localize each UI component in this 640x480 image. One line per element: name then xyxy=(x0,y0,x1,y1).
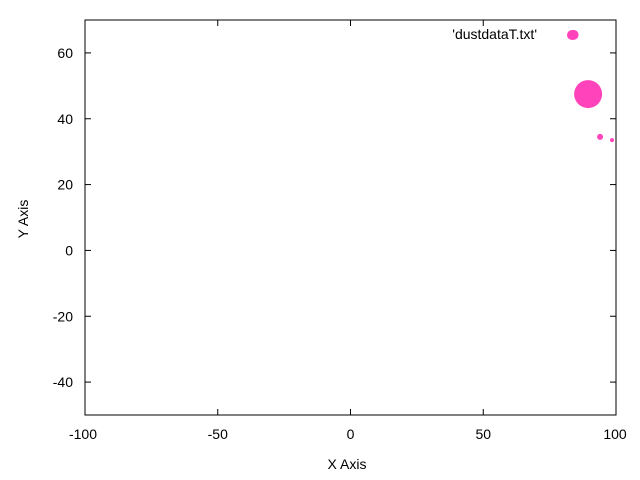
y-tick-label: -20 xyxy=(53,308,73,324)
y-tick-label: 20 xyxy=(57,177,73,193)
data-points xyxy=(568,29,615,143)
y-tick-label: 40 xyxy=(57,111,73,127)
y-tick-label: -40 xyxy=(53,374,73,390)
legend-label: 'dustdataT.txt' xyxy=(452,26,537,42)
y-tick-label: 0 xyxy=(65,242,73,258)
x-tick-label: 0 xyxy=(347,426,355,442)
y-tick-label: 60 xyxy=(57,45,73,61)
x-axis-label: X Axis xyxy=(328,456,367,472)
x-axis-ticks xyxy=(84,20,617,415)
plot-frame xyxy=(84,19,617,416)
x-axis-tick-labels: -100 -50 0 50 100 xyxy=(69,426,627,442)
legend-marker xyxy=(567,30,577,40)
data-point xyxy=(610,138,615,143)
data-point xyxy=(574,80,603,109)
y-axis-label: Y Axis xyxy=(15,200,31,239)
data-point xyxy=(597,133,604,140)
x-tick-label: -100 xyxy=(69,426,97,442)
y-axis-ticks xyxy=(85,52,616,383)
x-tick-label: 50 xyxy=(475,426,491,442)
x-tick-label: -50 xyxy=(208,426,228,442)
x-tick-label: 100 xyxy=(603,426,627,442)
y-axis-tick-labels: -40 -20 0 20 40 60 xyxy=(53,45,73,390)
